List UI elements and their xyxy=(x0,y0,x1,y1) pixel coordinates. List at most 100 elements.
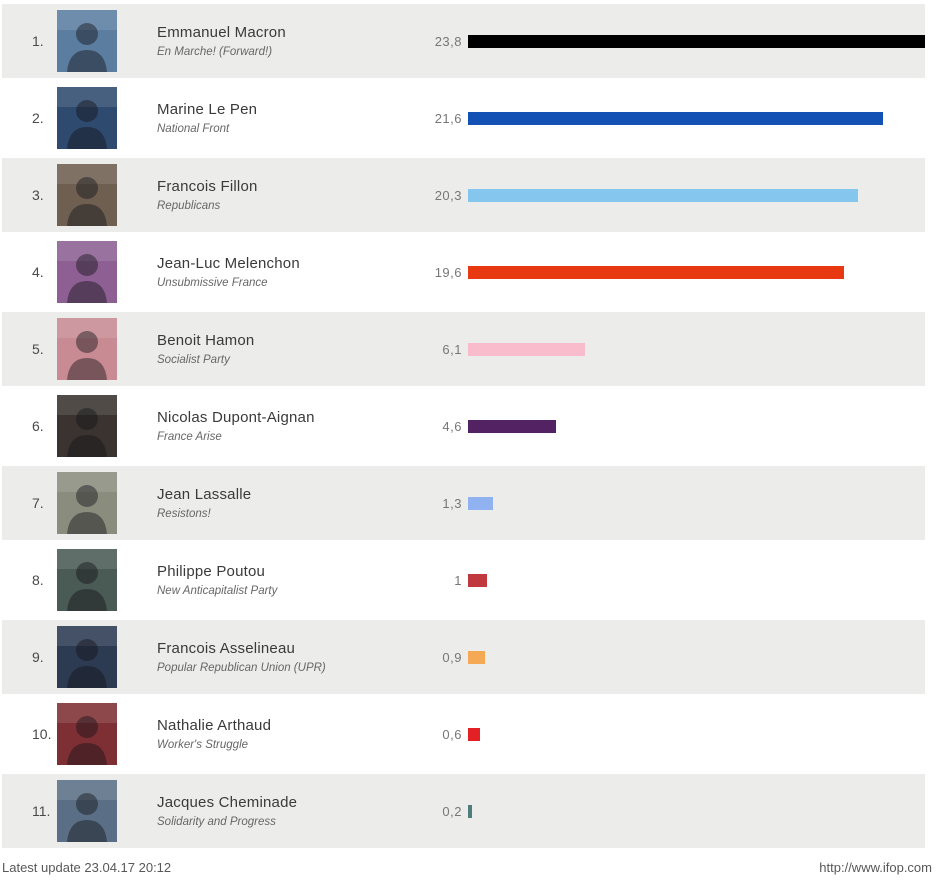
poll-value: 0,2 xyxy=(442,803,462,819)
portrait-silhouette-icon xyxy=(57,472,117,534)
candidate-row: 7. Jean Lassalle Resistons! 1,3 xyxy=(2,466,925,540)
rank-number: 3. xyxy=(32,187,44,203)
candidate-name: Jean-Luc Melenchon xyxy=(157,255,300,272)
candidate-name: Francois Asselineau xyxy=(157,640,296,657)
poll-bar xyxy=(468,650,485,664)
candidate-photo xyxy=(57,164,117,226)
candidate-party: Socialist Party xyxy=(157,354,230,366)
poll-bar xyxy=(468,573,487,587)
candidate-party: Worker's Struggle xyxy=(157,739,249,751)
bar-cell xyxy=(468,573,925,587)
footer: Latest update 23.04.17 20:12 http://www.… xyxy=(0,851,940,875)
candidate-name: Marine Le Pen xyxy=(157,101,258,118)
portrait-silhouette-icon xyxy=(57,164,117,226)
candidate-party: Popular Republican Union (UPR) xyxy=(157,662,326,674)
candidate-photo xyxy=(57,472,117,534)
bar-cell xyxy=(468,496,925,510)
candidate-photo xyxy=(57,780,117,842)
portrait-silhouette-icon xyxy=(57,10,117,72)
bar-cell xyxy=(468,727,925,741)
poll-bar xyxy=(468,727,480,741)
poll-bar xyxy=(468,34,925,48)
bar-cell xyxy=(468,265,925,279)
candidate-photo xyxy=(57,703,117,765)
bar-cell xyxy=(468,804,925,818)
candidate-photo xyxy=(57,241,117,303)
poll-bar xyxy=(468,804,472,818)
candidate-info: Emmanuel Macron En Marche! (Forward!) xyxy=(157,24,420,58)
rank-number: 5. xyxy=(32,341,44,357)
bar-cell xyxy=(468,34,925,48)
poll-bar xyxy=(468,265,844,279)
candidate-row: 8. Philippe Poutou New Anticapitalist Pa… xyxy=(2,543,925,617)
poll-value: 20,3 xyxy=(434,187,462,203)
source-url-link[interactable]: http://www.ifop.com xyxy=(819,860,932,875)
rank-number: 6. xyxy=(32,418,44,434)
bar-cell xyxy=(468,342,925,356)
candidate-party: National Front xyxy=(157,123,230,135)
rank-number: 11. xyxy=(32,803,51,819)
portrait-silhouette-icon xyxy=(57,780,117,842)
poll-bar xyxy=(468,419,556,433)
rank-number: 2. xyxy=(32,110,44,126)
poll-value: 1 xyxy=(454,572,462,588)
candidate-name: Nathalie Arthaud xyxy=(157,717,272,734)
rank-number: 10. xyxy=(32,726,52,742)
bar-cell xyxy=(468,419,925,433)
candidate-photo xyxy=(57,549,117,611)
candidate-photo xyxy=(57,87,117,149)
rank-number: 1. xyxy=(32,33,44,49)
candidate-info: Jean Lassalle Resistons! xyxy=(157,486,420,520)
candidate-row: 4. Jean-Luc Melenchon Unsubmissive Franc… xyxy=(2,235,925,309)
rank-number: 7. xyxy=(32,495,44,511)
candidate-party: France Arise xyxy=(157,431,222,443)
portrait-silhouette-icon xyxy=(57,241,117,303)
candidate-photo xyxy=(57,626,117,688)
portrait-silhouette-icon xyxy=(57,549,117,611)
candidate-row: 10. Nathalie Arthaud Worker's Struggle 0… xyxy=(2,697,925,771)
candidate-party: Solidarity and Progress xyxy=(157,816,276,828)
candidate-photo xyxy=(57,395,117,457)
poll-value: 1,3 xyxy=(442,495,462,511)
candidate-name: Jean Lassalle xyxy=(157,486,252,503)
candidate-info: Jean-Luc Melenchon Unsubmissive France xyxy=(157,255,420,289)
candidate-photo xyxy=(57,318,117,380)
poll-value: 4,6 xyxy=(442,418,462,434)
candidate-row: 3. Francois Fillon Republicans 20,3 xyxy=(2,158,925,232)
candidate-name: Jacques Cheminade xyxy=(157,794,298,811)
portrait-silhouette-icon xyxy=(57,703,117,765)
candidate-info: Francois Fillon Republicans xyxy=(157,178,420,212)
candidate-party: Republicans xyxy=(157,200,221,212)
portrait-silhouette-icon xyxy=(57,626,117,688)
rank-number: 9. xyxy=(32,649,44,665)
candidate-row: 9. Francois Asselineau Popular Republica… xyxy=(2,620,925,694)
latest-update-label: Latest update 23.04.17 20:12 xyxy=(2,860,172,875)
poll-value: 23,8 xyxy=(434,33,462,49)
candidate-info: Marine Le Pen National Front xyxy=(157,101,420,135)
poll-bar xyxy=(468,342,585,356)
portrait-silhouette-icon xyxy=(57,318,117,380)
poll-bar xyxy=(468,111,883,125)
candidate-info: Jacques Cheminade Solidarity and Progres… xyxy=(157,794,420,828)
candidate-info: Benoit Hamon Socialist Party xyxy=(157,332,420,366)
bar-cell xyxy=(468,188,925,202)
candidate-info: Nicolas Dupont-Aignan France Arise xyxy=(157,409,420,443)
candidate-info: Francois Asselineau Popular Republican U… xyxy=(157,640,420,674)
candidate-row: 1. Emmanuel Macron En Marche! (Forward!)… xyxy=(2,4,925,78)
rank-number: 4. xyxy=(32,264,44,280)
candidate-info: Nathalie Arthaud Worker's Struggle xyxy=(157,717,420,751)
poll-value: 0,9 xyxy=(442,649,462,665)
candidate-name: Philippe Poutou xyxy=(157,563,266,580)
candidate-info: Philippe Poutou New Anticapitalist Party xyxy=(157,563,420,597)
candidate-party: En Marche! (Forward!) xyxy=(157,46,273,58)
candidate-name: Emmanuel Macron xyxy=(157,24,286,41)
candidate-ranking-list: 1. Emmanuel Macron En Marche! (Forward!)… xyxy=(2,4,925,848)
bar-cell xyxy=(468,650,925,664)
candidate-party: Resistons! xyxy=(157,508,211,520)
candidate-name: Benoit Hamon xyxy=(157,332,255,349)
bar-cell xyxy=(468,111,925,125)
candidate-name: Francois Fillon xyxy=(157,178,258,195)
candidate-row: 2. Marine Le Pen National Front 21,6 xyxy=(2,81,925,155)
candidate-row: 11. Jacques Cheminade Solidarity and Pro… xyxy=(2,774,925,848)
candidate-row: 5. Benoit Hamon Socialist Party 6,1 xyxy=(2,312,925,386)
